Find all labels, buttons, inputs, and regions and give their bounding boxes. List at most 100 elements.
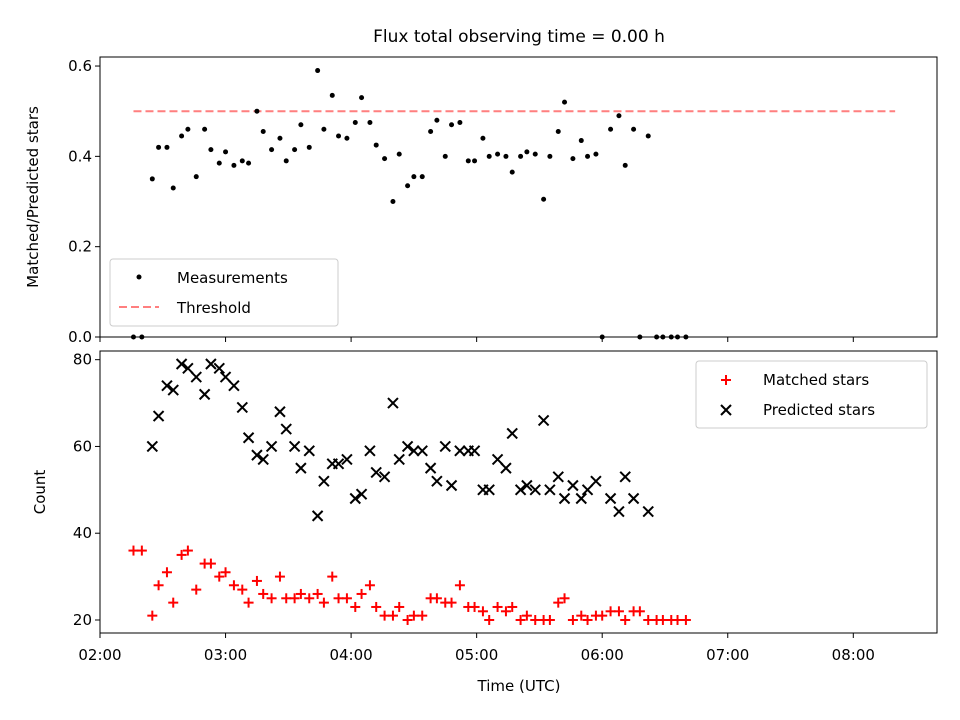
legend-measurements-label: Measurements [177,269,288,287]
predicted-stars-point [251,449,263,461]
matched-stars-point [281,593,292,604]
predicted-stars-point [431,475,443,487]
measurement-point [645,133,651,139]
measurement-point [223,149,229,155]
matched-stars-point [371,601,382,612]
predicted-stars-point [537,414,550,427]
matched-stars-point [251,575,262,586]
measurement-point [405,183,411,189]
matched-stars-point [327,571,338,582]
measurement-point [260,129,266,135]
predicted-stars-point [506,427,518,440]
predicted-stars-point [355,488,368,500]
measurement-point [472,158,478,164]
matched-stars-point [182,545,193,556]
bottom-ytick-label: 40 [73,524,92,542]
predicted-stars-point [274,406,286,418]
predicted-stars-point [454,445,466,457]
measurement-point [336,133,342,139]
bottom-xtick-label: 03:00 [204,646,247,664]
measurement-point [390,199,396,205]
measurement-point [631,126,637,132]
matched-stars-point [643,614,654,625]
matched-stars-point [312,588,323,599]
measurement-point [486,153,492,159]
predicted-stars-point [619,471,631,483]
predicted-stars-point [491,453,504,466]
matched-stars-point [634,606,645,617]
predicted-stars-point [295,462,307,474]
matched-stars-point [507,601,518,612]
bottom-xtick-label: 07:00 [706,646,749,664]
matched-stars-point [492,601,503,612]
bottom-xtick-label: 05:00 [455,646,498,664]
matched-stars-point [576,610,587,621]
predicted-stars-point [332,458,345,470]
matched-stars-point [417,610,428,621]
bottom-axes-frame [99,350,938,634]
measurement-point [373,142,379,148]
measurement-point [449,122,455,128]
matched-stars-point [408,610,419,621]
predicted-stars-point [552,471,564,483]
predicted-stars-point [642,505,654,518]
top-ytick-label: 0.2 [68,238,92,256]
predicted-stars-point [627,492,640,505]
top-ticks: 0.0 0.2 0.4 0.6 [68,57,854,346]
measurement-point [352,119,358,125]
measurement-point [306,144,312,150]
matched-stars-point [620,614,631,625]
matched-stars-point [220,567,231,578]
top-ytick-label: 0.6 [68,57,92,75]
measurement-point [246,160,252,166]
measurement-point [292,147,298,153]
top-ytick-label: 0.0 [68,328,92,346]
bottom-xtick-label: 04:00 [329,646,372,664]
predicted-stars-point [311,510,324,522]
legend-matched-marker [721,375,731,385]
predicted-stars-point [567,479,579,492]
bottom-marks [128,358,691,625]
bottom-ytick-label: 80 [73,351,92,369]
measurement-point [547,153,553,159]
predicted-stars-point [242,432,255,444]
predicted-stars-point [182,362,194,375]
matched-stars-point [402,614,413,625]
predicted-stars-point [500,462,512,474]
legend-plus-glyph [721,375,731,385]
matched-stars-point [605,606,616,617]
predicted-stars-point [529,484,541,496]
matched-stars-point [274,571,285,582]
matched-stars-point [136,545,147,556]
matched-stars-point [161,567,172,578]
predicted-stars-point [318,475,330,487]
measurement-point [593,151,599,157]
measurement-point [269,147,275,153]
measurement-point [231,162,237,168]
predicted-stars-point [213,362,225,375]
predicted-stars-point [445,479,458,492]
matched-stars-point [266,593,277,604]
measurement-point [585,153,591,159]
top-ylabel: Matched/Predicted stars [24,106,42,288]
matched-stars-point [214,571,225,582]
measurement-point [359,95,365,101]
measurement-point [239,158,245,164]
matched-stars-point [544,614,555,625]
bottom-ticks: 20 40 60 80 02:00 03:00 04:00 05:00 06:00 07:00 08… [73,351,875,664]
predicted-stars-point [468,445,481,457]
matched-stars-point [680,614,691,625]
predicted-stars-point [288,440,301,453]
matched-stars-point [515,614,526,625]
measurement-point [503,153,509,159]
top-legend: Measurements Threshold [109,258,339,327]
measurement-point [562,99,568,105]
matched-stars-point [356,588,367,599]
predicted-stars-point [387,397,399,409]
predicted-stars-point [581,484,594,496]
matched-stars-point [469,601,480,612]
predicted-stars-point [393,453,405,466]
predicted-stars-point [416,445,428,457]
